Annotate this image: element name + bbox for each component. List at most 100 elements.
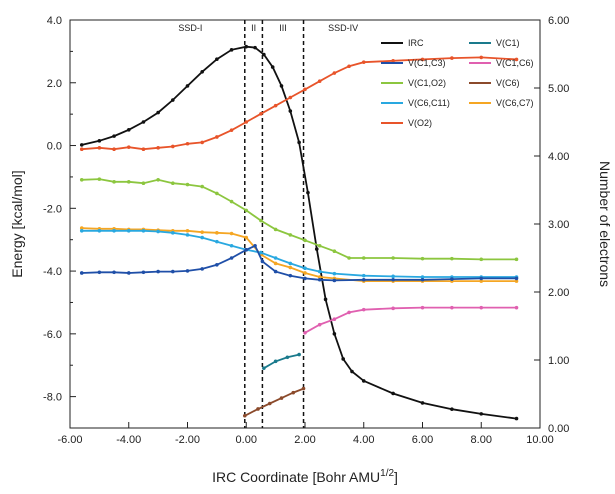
data-point (171, 269, 175, 274)
x-axis-title-main: IRC Coordinate [Bohr AMU (212, 469, 380, 485)
data-point (141, 229, 146, 233)
series-v-c1- (262, 352, 301, 370)
legend-item: V(C1,O2) (381, 78, 446, 88)
series-v-c6-c7- (79, 226, 519, 283)
data-point (97, 177, 102, 181)
data-point (156, 178, 160, 182)
data-point (215, 239, 219, 244)
series-v-o2- (79, 55, 519, 151)
data-point (450, 256, 454, 261)
data-point (259, 218, 263, 223)
data-point (126, 271, 131, 275)
data-point (314, 247, 319, 251)
legend-item: V(C6,C7) (469, 98, 534, 108)
data-point (450, 305, 454, 310)
data-point (171, 98, 175, 102)
data-point (303, 266, 307, 271)
y-left-tick-label: -8.0 (43, 392, 62, 404)
data-point (171, 144, 175, 149)
data-point (361, 379, 366, 383)
y-right-tick-label: 2.00 (548, 287, 569, 299)
data-point (156, 110, 160, 115)
data-point (229, 243, 234, 248)
data-point (200, 140, 204, 145)
legend-label: V(C6) (496, 78, 520, 88)
legend: IRC V(C1) V(C1,C3) V(C1,C6) V(C1,O2) V(C6) V(C… (381, 38, 534, 128)
data-point (317, 79, 322, 83)
data-point (200, 235, 204, 240)
data-point (391, 277, 395, 282)
data-point (244, 44, 249, 49)
series-lines (79, 44, 519, 421)
series-line (263, 353, 300, 369)
data-point (273, 269, 278, 274)
legend-label: V(O2) (408, 118, 432, 128)
data-point (361, 256, 366, 260)
data-point (215, 263, 219, 267)
data-point (332, 271, 337, 276)
region-label: III (279, 23, 287, 33)
legend-item: V(C6,C11) (381, 98, 450, 108)
y-left-tick-label: 4.0 (47, 15, 62, 27)
series-line (81, 56, 517, 151)
data-point (332, 249, 337, 253)
series-line (244, 387, 304, 417)
data-point (350, 369, 354, 374)
data-point (273, 103, 278, 108)
y-left-tick-label: -4.0 (43, 266, 62, 278)
data-point (273, 256, 278, 260)
data-point (273, 261, 278, 266)
region-labels: SSD-I II III SSD-IV (178, 23, 358, 33)
series-v-c1-o2- (79, 177, 519, 262)
data-point (361, 60, 366, 64)
data-point (171, 231, 175, 235)
data-point (185, 233, 190, 237)
data-point (229, 256, 234, 260)
data-point (285, 355, 290, 360)
data-point (242, 413, 247, 418)
legend-item: V(C1,C3) (381, 58, 446, 68)
data-point (514, 276, 519, 281)
data-point (391, 391, 395, 396)
data-point (244, 120, 249, 124)
data-point (156, 146, 160, 150)
data-point (514, 257, 519, 262)
y-right-tick-label: 4.00 (548, 151, 569, 163)
series-line (81, 244, 517, 282)
data-point (260, 259, 265, 264)
y-right-tick-label: 1.00 (548, 355, 569, 367)
y-left-tick-label: 0.0 (47, 141, 62, 153)
legend-item: V(C6) (469, 78, 520, 88)
data-point (420, 57, 425, 62)
legend-label: V(C1,O2) (408, 78, 446, 88)
legend-item: V(C1) (469, 38, 520, 48)
data-point (450, 407, 454, 411)
data-point (156, 269, 160, 274)
x-axis-title-sup: 1/2 (380, 468, 394, 479)
data-point (297, 352, 301, 357)
series-line (81, 178, 517, 261)
series-v-c6- (242, 386, 306, 418)
data-point (279, 396, 284, 400)
data-point (420, 275, 425, 279)
data-point (479, 55, 484, 60)
x-tick-label: 2.00 (294, 434, 315, 446)
data-point (112, 134, 116, 138)
data-point (244, 235, 249, 240)
data-point (341, 357, 345, 361)
data-point (420, 256, 425, 261)
data-point (262, 366, 266, 370)
data-point (79, 229, 84, 233)
data-point (347, 310, 351, 315)
plot-frame (69, 19, 541, 429)
data-point (288, 95, 293, 100)
y-right-tick-label: 3.00 (548, 219, 569, 231)
data-point (288, 233, 293, 237)
data-point (200, 267, 204, 271)
region-boundaries (244, 20, 305, 428)
data-point (303, 276, 307, 281)
legend-item: IRC (381, 38, 424, 48)
x-tick-label: 0.00 (236, 434, 257, 446)
x-axis-title: IRC Coordinate [Bohr AMU1/2] (212, 468, 398, 485)
